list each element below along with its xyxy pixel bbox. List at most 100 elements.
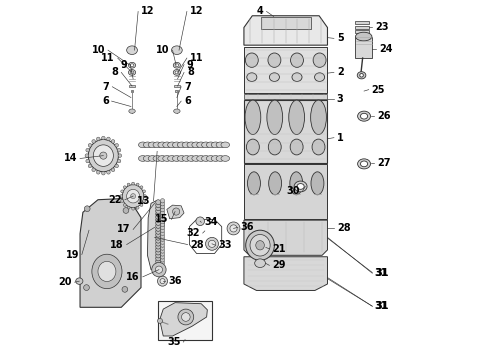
Ellipse shape	[76, 278, 83, 284]
Ellipse shape	[172, 156, 181, 161]
Ellipse shape	[201, 156, 210, 161]
Text: 16: 16	[126, 272, 140, 282]
Ellipse shape	[250, 234, 270, 256]
Ellipse shape	[127, 183, 130, 186]
Ellipse shape	[156, 229, 161, 234]
Ellipse shape	[93, 145, 113, 166]
Text: 15: 15	[155, 215, 169, 224]
Ellipse shape	[156, 217, 161, 222]
Ellipse shape	[140, 186, 143, 189]
Ellipse shape	[160, 246, 165, 250]
Ellipse shape	[160, 255, 165, 259]
Ellipse shape	[221, 156, 230, 161]
Text: 26: 26	[377, 111, 391, 121]
Ellipse shape	[173, 62, 180, 68]
Ellipse shape	[168, 156, 176, 161]
Ellipse shape	[156, 220, 161, 225]
Ellipse shape	[122, 185, 144, 208]
Text: 32: 32	[186, 228, 200, 238]
Text: 25: 25	[371, 85, 385, 95]
Ellipse shape	[123, 203, 126, 206]
Ellipse shape	[311, 172, 324, 195]
Text: 3: 3	[337, 94, 343, 104]
Ellipse shape	[130, 71, 134, 74]
Text: 34: 34	[204, 217, 218, 227]
Ellipse shape	[297, 184, 304, 189]
Ellipse shape	[270, 73, 279, 81]
Ellipse shape	[313, 53, 326, 67]
Bar	[355, 30, 368, 33]
Ellipse shape	[115, 164, 119, 168]
Ellipse shape	[160, 204, 165, 209]
Ellipse shape	[132, 207, 135, 210]
Ellipse shape	[255, 259, 266, 267]
Ellipse shape	[160, 249, 165, 253]
Ellipse shape	[84, 285, 89, 291]
Ellipse shape	[117, 159, 121, 163]
Ellipse shape	[269, 172, 282, 195]
Ellipse shape	[156, 259, 161, 264]
Ellipse shape	[178, 309, 194, 325]
Polygon shape	[147, 201, 164, 270]
Ellipse shape	[123, 208, 129, 213]
Ellipse shape	[88, 164, 92, 168]
Text: 18: 18	[110, 239, 124, 249]
Ellipse shape	[115, 144, 119, 147]
Ellipse shape	[107, 137, 110, 141]
Ellipse shape	[156, 253, 161, 258]
Text: 31: 31	[374, 301, 388, 311]
Ellipse shape	[128, 62, 136, 68]
Ellipse shape	[201, 142, 210, 148]
Text: 10: 10	[92, 45, 105, 55]
Ellipse shape	[126, 46, 137, 54]
Text: 28: 28	[191, 239, 204, 249]
Text: 19: 19	[66, 249, 79, 260]
Ellipse shape	[192, 156, 200, 161]
Ellipse shape	[156, 226, 161, 231]
Polygon shape	[244, 220, 327, 255]
Ellipse shape	[160, 228, 165, 233]
Text: 31: 31	[375, 268, 389, 278]
Text: 27: 27	[377, 158, 391, 168]
Ellipse shape	[153, 156, 162, 161]
Ellipse shape	[97, 171, 100, 174]
Ellipse shape	[358, 111, 370, 121]
Ellipse shape	[156, 235, 161, 240]
Ellipse shape	[290, 172, 303, 195]
Bar	[175, 90, 178, 93]
Text: 36: 36	[241, 222, 254, 232]
Ellipse shape	[158, 142, 167, 148]
Ellipse shape	[177, 156, 186, 161]
Ellipse shape	[361, 161, 368, 167]
Text: 28: 28	[337, 224, 350, 233]
Ellipse shape	[92, 140, 96, 143]
Polygon shape	[160, 303, 207, 336]
Ellipse shape	[122, 287, 128, 292]
Text: 8: 8	[112, 67, 119, 77]
Ellipse shape	[140, 203, 143, 206]
Ellipse shape	[157, 319, 163, 323]
Ellipse shape	[84, 206, 90, 212]
Ellipse shape	[196, 142, 205, 148]
Ellipse shape	[92, 254, 122, 289]
Ellipse shape	[120, 195, 122, 198]
Ellipse shape	[160, 234, 165, 238]
Bar	[158, 301, 212, 339]
Ellipse shape	[123, 186, 126, 189]
Text: 31: 31	[374, 267, 388, 278]
Ellipse shape	[156, 200, 161, 205]
Ellipse shape	[216, 156, 225, 161]
Ellipse shape	[208, 240, 216, 247]
Ellipse shape	[172, 142, 181, 148]
Ellipse shape	[156, 208, 161, 213]
Text: 33: 33	[219, 240, 232, 250]
Ellipse shape	[118, 154, 122, 157]
Ellipse shape	[269, 139, 281, 155]
Polygon shape	[244, 16, 327, 45]
Ellipse shape	[315, 73, 324, 81]
Text: 7: 7	[184, 82, 191, 92]
Ellipse shape	[160, 252, 165, 256]
Text: 24: 24	[379, 44, 392, 54]
Ellipse shape	[358, 159, 370, 169]
Ellipse shape	[157, 276, 168, 286]
